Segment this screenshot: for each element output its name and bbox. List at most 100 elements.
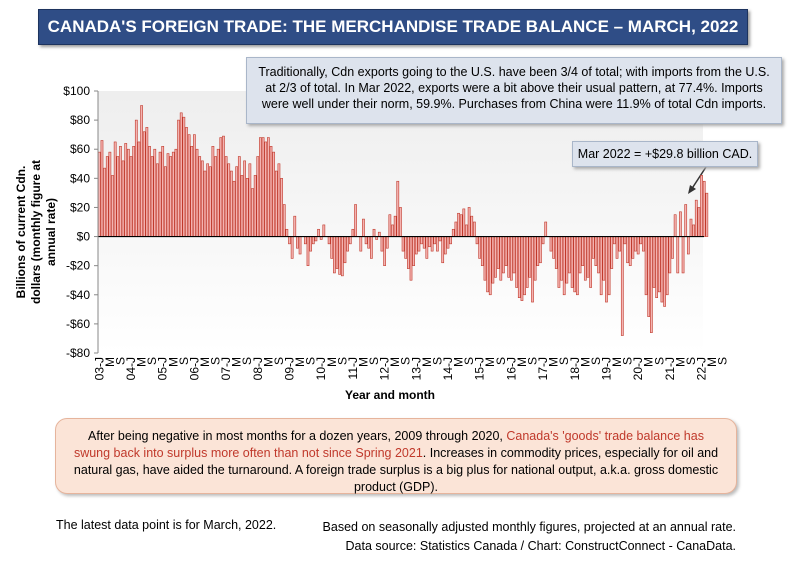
bar bbox=[140, 105, 143, 237]
bar bbox=[103, 167, 106, 237]
y-axis-title: Billions of current Cdn. dollars (monthl… bbox=[14, 160, 58, 305]
bar bbox=[227, 163, 231, 237]
bar bbox=[124, 143, 128, 237]
x-tick-label: M bbox=[420, 357, 434, 367]
x-tick-label: S bbox=[652, 357, 666, 365]
bar bbox=[156, 163, 159, 237]
y-tick-label: -$80 bbox=[66, 346, 90, 360]
x-tick-label: 21-J bbox=[663, 357, 677, 380]
bar bbox=[253, 175, 257, 237]
bar bbox=[626, 236, 629, 264]
bar bbox=[531, 236, 534, 303]
bar bbox=[404, 236, 408, 259]
bar bbox=[148, 146, 151, 237]
bar bbox=[457, 212, 460, 237]
bar bbox=[391, 224, 394, 237]
bar bbox=[309, 236, 312, 252]
bar bbox=[166, 153, 170, 237]
callout-arrow bbox=[690, 166, 707, 191]
bar bbox=[306, 236, 310, 266]
bar bbox=[280, 178, 283, 237]
bar bbox=[618, 236, 622, 252]
summary-box: After being negative in most months for … bbox=[55, 418, 737, 494]
bar bbox=[412, 236, 415, 266]
bar bbox=[214, 156, 217, 237]
bar bbox=[446, 236, 450, 249]
bar bbox=[219, 137, 223, 237]
x-tick-label: M bbox=[452, 357, 466, 367]
bar bbox=[652, 236, 656, 288]
bar bbox=[346, 236, 349, 252]
bar bbox=[200, 160, 204, 237]
y-tick-label: -$40 bbox=[66, 288, 90, 302]
bar bbox=[208, 166, 212, 237]
bar bbox=[676, 236, 680, 274]
bar bbox=[388, 214, 392, 237]
x-tick-label: 18-J bbox=[568, 357, 582, 380]
bar bbox=[119, 146, 122, 237]
bar bbox=[671, 236, 674, 259]
x-tick-label: S bbox=[145, 357, 159, 365]
y-tick-label: $60 bbox=[70, 142, 90, 156]
bar bbox=[396, 180, 400, 237]
x-tick-label: 08-J bbox=[251, 357, 265, 380]
bar bbox=[362, 218, 365, 237]
bar bbox=[451, 228, 455, 237]
bar bbox=[631, 236, 635, 259]
bar bbox=[679, 211, 682, 237]
bar bbox=[488, 236, 492, 296]
bar bbox=[700, 175, 703, 237]
bar bbox=[401, 236, 405, 252]
x-tick-label: 14-J bbox=[441, 357, 455, 380]
bar bbox=[121, 160, 125, 237]
y-tick-label: -$60 bbox=[66, 317, 90, 331]
bar bbox=[150, 156, 154, 237]
bar bbox=[100, 140, 104, 237]
bar bbox=[583, 236, 587, 281]
bar bbox=[554, 236, 558, 269]
bar bbox=[589, 236, 592, 288]
x-tick-label: S bbox=[494, 357, 508, 365]
bar bbox=[470, 215, 474, 237]
bar bbox=[203, 170, 207, 237]
bar bbox=[681, 236, 685, 274]
bar bbox=[330, 236, 334, 259]
bar bbox=[377, 231, 381, 237]
bar bbox=[348, 236, 352, 245]
bar bbox=[591, 236, 595, 259]
bar bbox=[333, 236, 336, 274]
bar bbox=[224, 156, 228, 237]
y-tick-label: $0 bbox=[77, 230, 91, 244]
bar bbox=[267, 137, 270, 237]
bar bbox=[581, 236, 585, 266]
bar bbox=[364, 236, 368, 245]
y-tick-label: $100 bbox=[63, 84, 90, 98]
bar bbox=[528, 236, 532, 278]
bar bbox=[475, 236, 479, 245]
bar bbox=[467, 207, 471, 237]
bar bbox=[343, 236, 347, 264]
bar bbox=[686, 236, 690, 255]
x-tick-label: 17-J bbox=[536, 357, 550, 380]
bar bbox=[650, 236, 653, 333]
bar bbox=[169, 156, 172, 237]
bar bbox=[370, 236, 373, 259]
summary-highlight: Canada's 'goods' trade balance has swung… bbox=[73, 429, 704, 460]
bar bbox=[628, 236, 632, 266]
bar bbox=[496, 236, 500, 269]
bar bbox=[425, 236, 429, 259]
bar bbox=[684, 204, 688, 237]
bar bbox=[237, 156, 241, 237]
x-tick-label: M bbox=[325, 357, 339, 367]
bar bbox=[523, 236, 526, 296]
bar bbox=[560, 236, 563, 281]
bar bbox=[129, 156, 133, 237]
bar bbox=[499, 236, 503, 281]
bar bbox=[97, 151, 101, 237]
bar bbox=[187, 134, 191, 237]
bar bbox=[642, 236, 645, 252]
x-tick-label: S bbox=[462, 357, 476, 365]
x-tick-label: S bbox=[335, 357, 349, 365]
x-tick-label: S bbox=[240, 357, 254, 365]
bar bbox=[185, 127, 188, 237]
